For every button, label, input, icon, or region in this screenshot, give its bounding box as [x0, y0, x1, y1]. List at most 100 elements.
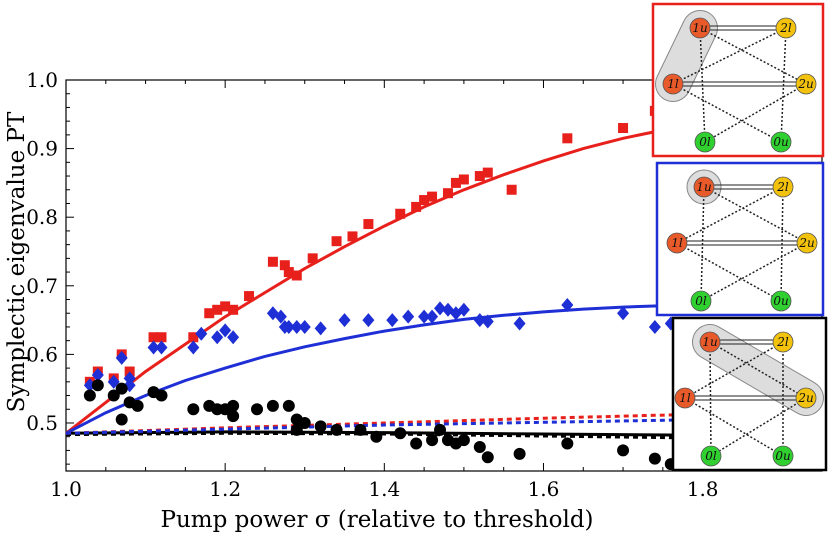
blue-data-point: [155, 340, 168, 355]
blue-data-point: [386, 313, 399, 328]
blue-dashed: [65, 416, 823, 435]
blue-data-point: [314, 321, 327, 336]
black-data-point: [370, 430, 383, 443]
blue-data-point: [187, 340, 200, 355]
black-data-point: [290, 423, 303, 436]
inset-blue-node-label: 0u: [773, 294, 788, 308]
inset-black-dotted-edge: [684, 397, 784, 457]
blue-data-point: [338, 313, 351, 328]
blue-data-point: [274, 309, 287, 324]
blue-data-point: [147, 340, 160, 355]
black-data-point: [410, 437, 423, 450]
black-data-point: [513, 447, 526, 460]
black-data-point: [457, 434, 470, 447]
red-data-point: [220, 301, 231, 312]
y-tick-label: 0.7: [26, 274, 58, 298]
inset-blue-node: [770, 290, 792, 312]
red-data-point: [188, 332, 199, 343]
blue-data-point: [115, 350, 128, 365]
inset-black-node-label: 1l: [679, 391, 691, 405]
blue-data-point: [457, 302, 470, 317]
blue-data-point: [617, 306, 630, 321]
inset-black-dotted-edge: [684, 341, 784, 399]
inset-red: 1u 2l 1l 2u 0l 0u: [651, 2, 825, 158]
red-data-point: [307, 253, 318, 264]
data-points: [83, 105, 677, 471]
red-data-point: [291, 270, 302, 281]
blue-data-point: [123, 378, 136, 393]
y-tick-label: 0.8: [26, 205, 58, 229]
black-data-point: [298, 416, 311, 429]
black-data-point: [426, 434, 439, 447]
x-axis-label: Pump power σ (relative to threshold): [160, 507, 593, 533]
inset-blue-node: [690, 290, 712, 312]
inset-blue-node-label: 2u: [798, 236, 814, 250]
blue-data-point: [418, 309, 431, 324]
y-axis-label: Symplectic eigenvalue PT: [4, 111, 30, 412]
blue-data-point: [83, 378, 96, 393]
black-data-point: [227, 410, 240, 423]
red-data-point: [156, 332, 167, 343]
black-data-point: [354, 423, 367, 436]
black-data-point: [115, 413, 128, 426]
x-tick-label: 1.8: [687, 477, 719, 501]
red-data-point: [267, 256, 278, 267]
inset-red-node: [689, 17, 711, 39]
blue-data-point: [434, 301, 447, 316]
inset-black-node: [700, 445, 722, 467]
red-data-point: [395, 208, 406, 219]
red-data-point: [482, 167, 493, 178]
inset-black-node: [795, 387, 817, 409]
x-tick-label: 1.6: [528, 477, 560, 501]
red-data-point: [427, 191, 438, 202]
red-data-point: [347, 231, 358, 242]
black-data-point: [131, 399, 144, 412]
inset-blue-dotted-edge: [703, 186, 808, 244]
inset-red-node-label: 2u: [797, 77, 813, 91]
blue-data-point: [561, 297, 574, 312]
inset-blue-dotted-edge: [700, 186, 705, 302]
inset-black-node-label: 0l: [705, 449, 717, 463]
inset-black-dotted-edge: [709, 341, 807, 399]
red-data-point: [228, 304, 239, 315]
x-tick-label: 1.0: [50, 477, 82, 501]
inset-red-node-label: 1l: [667, 77, 679, 91]
blue-data-point: [481, 314, 494, 329]
red-data-point: [148, 332, 159, 343]
inset-black-dotted-edge: [709, 341, 712, 457]
y-tick-label: 0.5: [26, 411, 58, 435]
inset-blue: 1u 2l 1l 2u 0l 0u: [655, 161, 825, 317]
red-data-point: [458, 174, 469, 185]
inset-blue-dotted-edge: [700, 242, 808, 302]
inset-blue-dotted-edge: [780, 186, 784, 302]
red-data-point: [411, 201, 422, 212]
y-tick-label: 0.6: [26, 342, 58, 366]
inset-blue-node: [666, 232, 688, 254]
blue-data-point: [648, 319, 661, 334]
black-data-point: [227, 399, 240, 412]
y-tick-label: 1.0: [26, 68, 58, 92]
red-data-point: [450, 177, 461, 188]
red-data-point: [442, 188, 453, 199]
inset-black-node: [699, 331, 721, 353]
inset-blue-node-label: 0l: [695, 294, 707, 308]
inset-black-node: [674, 387, 696, 409]
inset-blue-node: [772, 176, 794, 198]
black-data-point: [115, 382, 128, 395]
red-data-point: [618, 123, 629, 134]
inset-blue-node: [693, 176, 715, 198]
red-data-point: [212, 304, 223, 315]
blue-data-point: [227, 330, 240, 345]
black-data-point: [648, 452, 661, 465]
black-data-point: [83, 389, 96, 402]
blue-data-point: [402, 309, 415, 324]
inset-red-dotted-edge: [672, 27, 787, 85]
inset-black: 1u 2l 1l 2u 0l 0u: [671, 316, 828, 472]
inset-red-node: [770, 131, 792, 153]
black-data-point: [155, 389, 168, 402]
red-data-point: [419, 195, 430, 206]
inset-red-node-label: 0l: [699, 135, 711, 149]
inset-blue-node-label: 1u: [696, 180, 711, 194]
black-data-point: [394, 427, 407, 440]
red-data-point: [204, 308, 215, 319]
